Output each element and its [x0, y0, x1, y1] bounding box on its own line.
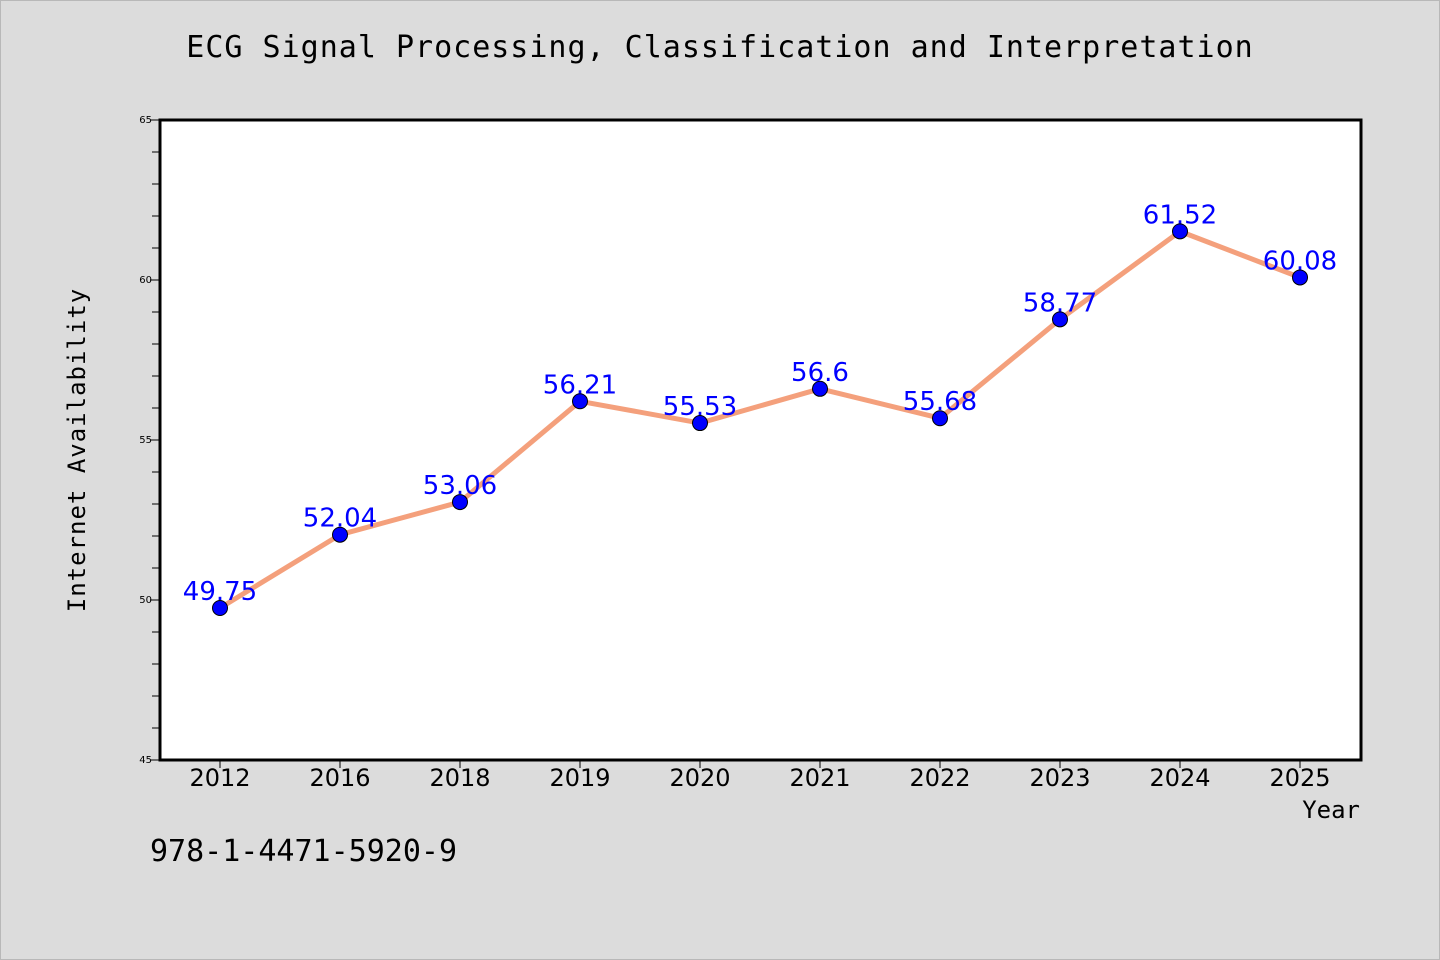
x-tick-label: 2016 — [309, 764, 370, 792]
x-tick-label: 2023 — [1029, 764, 1090, 792]
x-tick-label: 2021 — [789, 764, 850, 792]
chart-title: ECG Signal Processing, Classification an… — [186, 30, 1254, 65]
y-tick-label: 50 — [139, 595, 152, 606]
series-layer: 49.75 52.04 53.06 56.21 55.53 56.6 55.68 58.77 6… — [183, 200, 1337, 616]
data-point — [452, 494, 468, 511]
data-point — [932, 410, 948, 427]
isbn-footer: 978-1-4471-5920-9 — [150, 834, 458, 869]
y-tick-label: 45 — [139, 755, 152, 766]
x-axis: 2012 2016 2018 2019 2020 2021 2022 2023 2024 2025 — [189, 760, 1331, 792]
data-point — [1052, 311, 1068, 328]
series-line — [217, 228, 1303, 611]
x-tick-label: 2012 — [189, 764, 250, 792]
data-label: 60.08 — [1263, 246, 1337, 276]
data-label: 55.68 — [903, 387, 977, 417]
x-tick-label: 2018 — [429, 764, 490, 792]
data-point — [692, 415, 708, 432]
data-point — [812, 380, 828, 397]
data-label: 56.6 — [791, 358, 849, 388]
x-tick-label: 2022 — [909, 764, 970, 792]
data-label: 53.06 — [423, 471, 497, 501]
data-label: 49.75 — [183, 577, 257, 607]
data-point — [1172, 223, 1188, 240]
y-tick-label: 60 — [139, 275, 152, 286]
data-point — [572, 393, 588, 410]
data-label: 61.52 — [1143, 200, 1217, 230]
x-tick-label: 2025 — [1269, 764, 1330, 792]
data-label: 56.21 — [543, 370, 617, 400]
data-label: 55.53 — [663, 392, 737, 422]
data-label: 52.04 — [303, 504, 377, 534]
data-point — [332, 526, 348, 543]
y-tick-label: 55 — [139, 435, 152, 446]
data-label: 58.77 — [1023, 288, 1097, 318]
data-point — [212, 600, 228, 616]
data-point — [1292, 269, 1308, 286]
x-tick-label: 2020 — [669, 764, 730, 792]
x-tick-label: 2019 — [549, 764, 610, 792]
y-axis: 45 50 55 60 65 — [139, 115, 160, 766]
y-tick-label: 65 — [139, 115, 152, 126]
x-tick-label: 2024 — [1149, 764, 1210, 792]
x-axis-label: Year — [1302, 796, 1360, 824]
plot-frame — [158, 118, 1363, 762]
plot-area — [160, 120, 1361, 760]
